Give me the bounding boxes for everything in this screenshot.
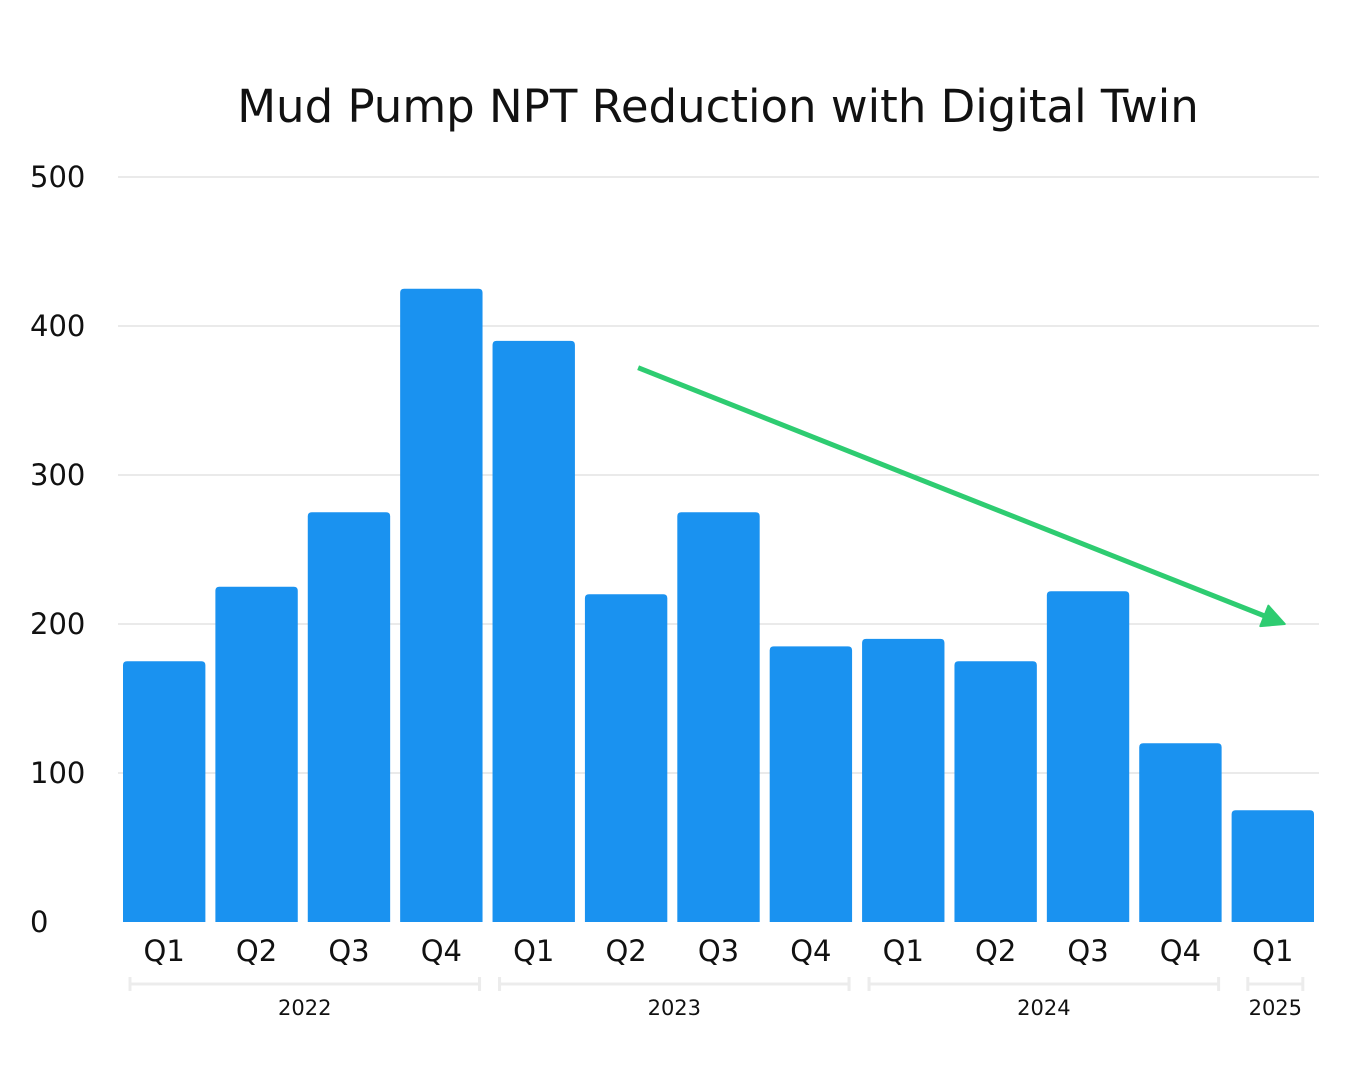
bar-3 [400,288,483,922]
bar-series [123,288,1314,922]
bar-5 [584,594,668,922]
bar-10 [1046,591,1130,922]
x-tick-label: Q1 [1252,934,1293,968]
bar-2 [307,512,391,922]
y-tick-label: 100 [30,756,85,790]
year-label-2025: 2025 [1249,996,1302,1020]
trend-arrow [637,365,1286,628]
x-tick-label: Q2 [975,934,1016,968]
bar-7 [769,646,853,922]
x-tick-label: Q1 [883,934,924,968]
y-axis-ticks: 0 100 200 300 400 500 [30,160,85,939]
bar-11 [1139,743,1222,922]
x-tick-label: Q4 [790,934,831,968]
y-tick-label: 0 [30,905,48,939]
year-label-2023: 2023 [648,996,701,1020]
y-tick-label: 200 [30,607,85,641]
y-tick-label: 400 [30,309,85,343]
bar-0 [123,661,206,922]
year-bracket-2024 [867,977,1221,991]
chart-title: Mud Pump NPT Reduction with Digital Twin [237,80,1199,133]
x-axis-ticks: Q1 Q2 Q3 Q4 Q1 Q2 Q3 Q4 Q1 Q2 Q3 Q4 Q1 [144,934,1294,968]
bar-6 [677,512,760,922]
x-tick-label: Q4 [1160,934,1201,968]
trend-arrow-head [1259,604,1286,628]
x-tick-label: Q1 [144,934,185,968]
x-tick-label: Q2 [605,934,646,968]
x-axis-year-groups: 2022 2023 2024 2025 [128,977,1305,1020]
x-tick-label: Q4 [421,934,462,968]
bar-12 [1231,810,1314,922]
x-tick-label: Q3 [1067,934,1108,968]
year-label-2022: 2022 [278,996,331,1020]
trend-arrow-line [637,365,1268,619]
bar-4 [492,340,575,922]
x-tick-label: Q1 [513,934,554,968]
x-tick-label: Q2 [236,934,277,968]
year-bracket-2023 [498,977,851,991]
bar-9 [954,661,1037,922]
bar-8 [862,638,945,922]
year-bracket-2025 [1246,977,1305,991]
year-bracket-2022 [128,977,482,991]
y-tick-label: 500 [30,160,85,194]
y-tick-label: 300 [30,458,85,492]
x-tick-label: Q3 [328,934,369,968]
bar-1 [215,586,298,922]
year-label-2024: 2024 [1017,996,1070,1020]
x-tick-label: Q3 [698,934,739,968]
